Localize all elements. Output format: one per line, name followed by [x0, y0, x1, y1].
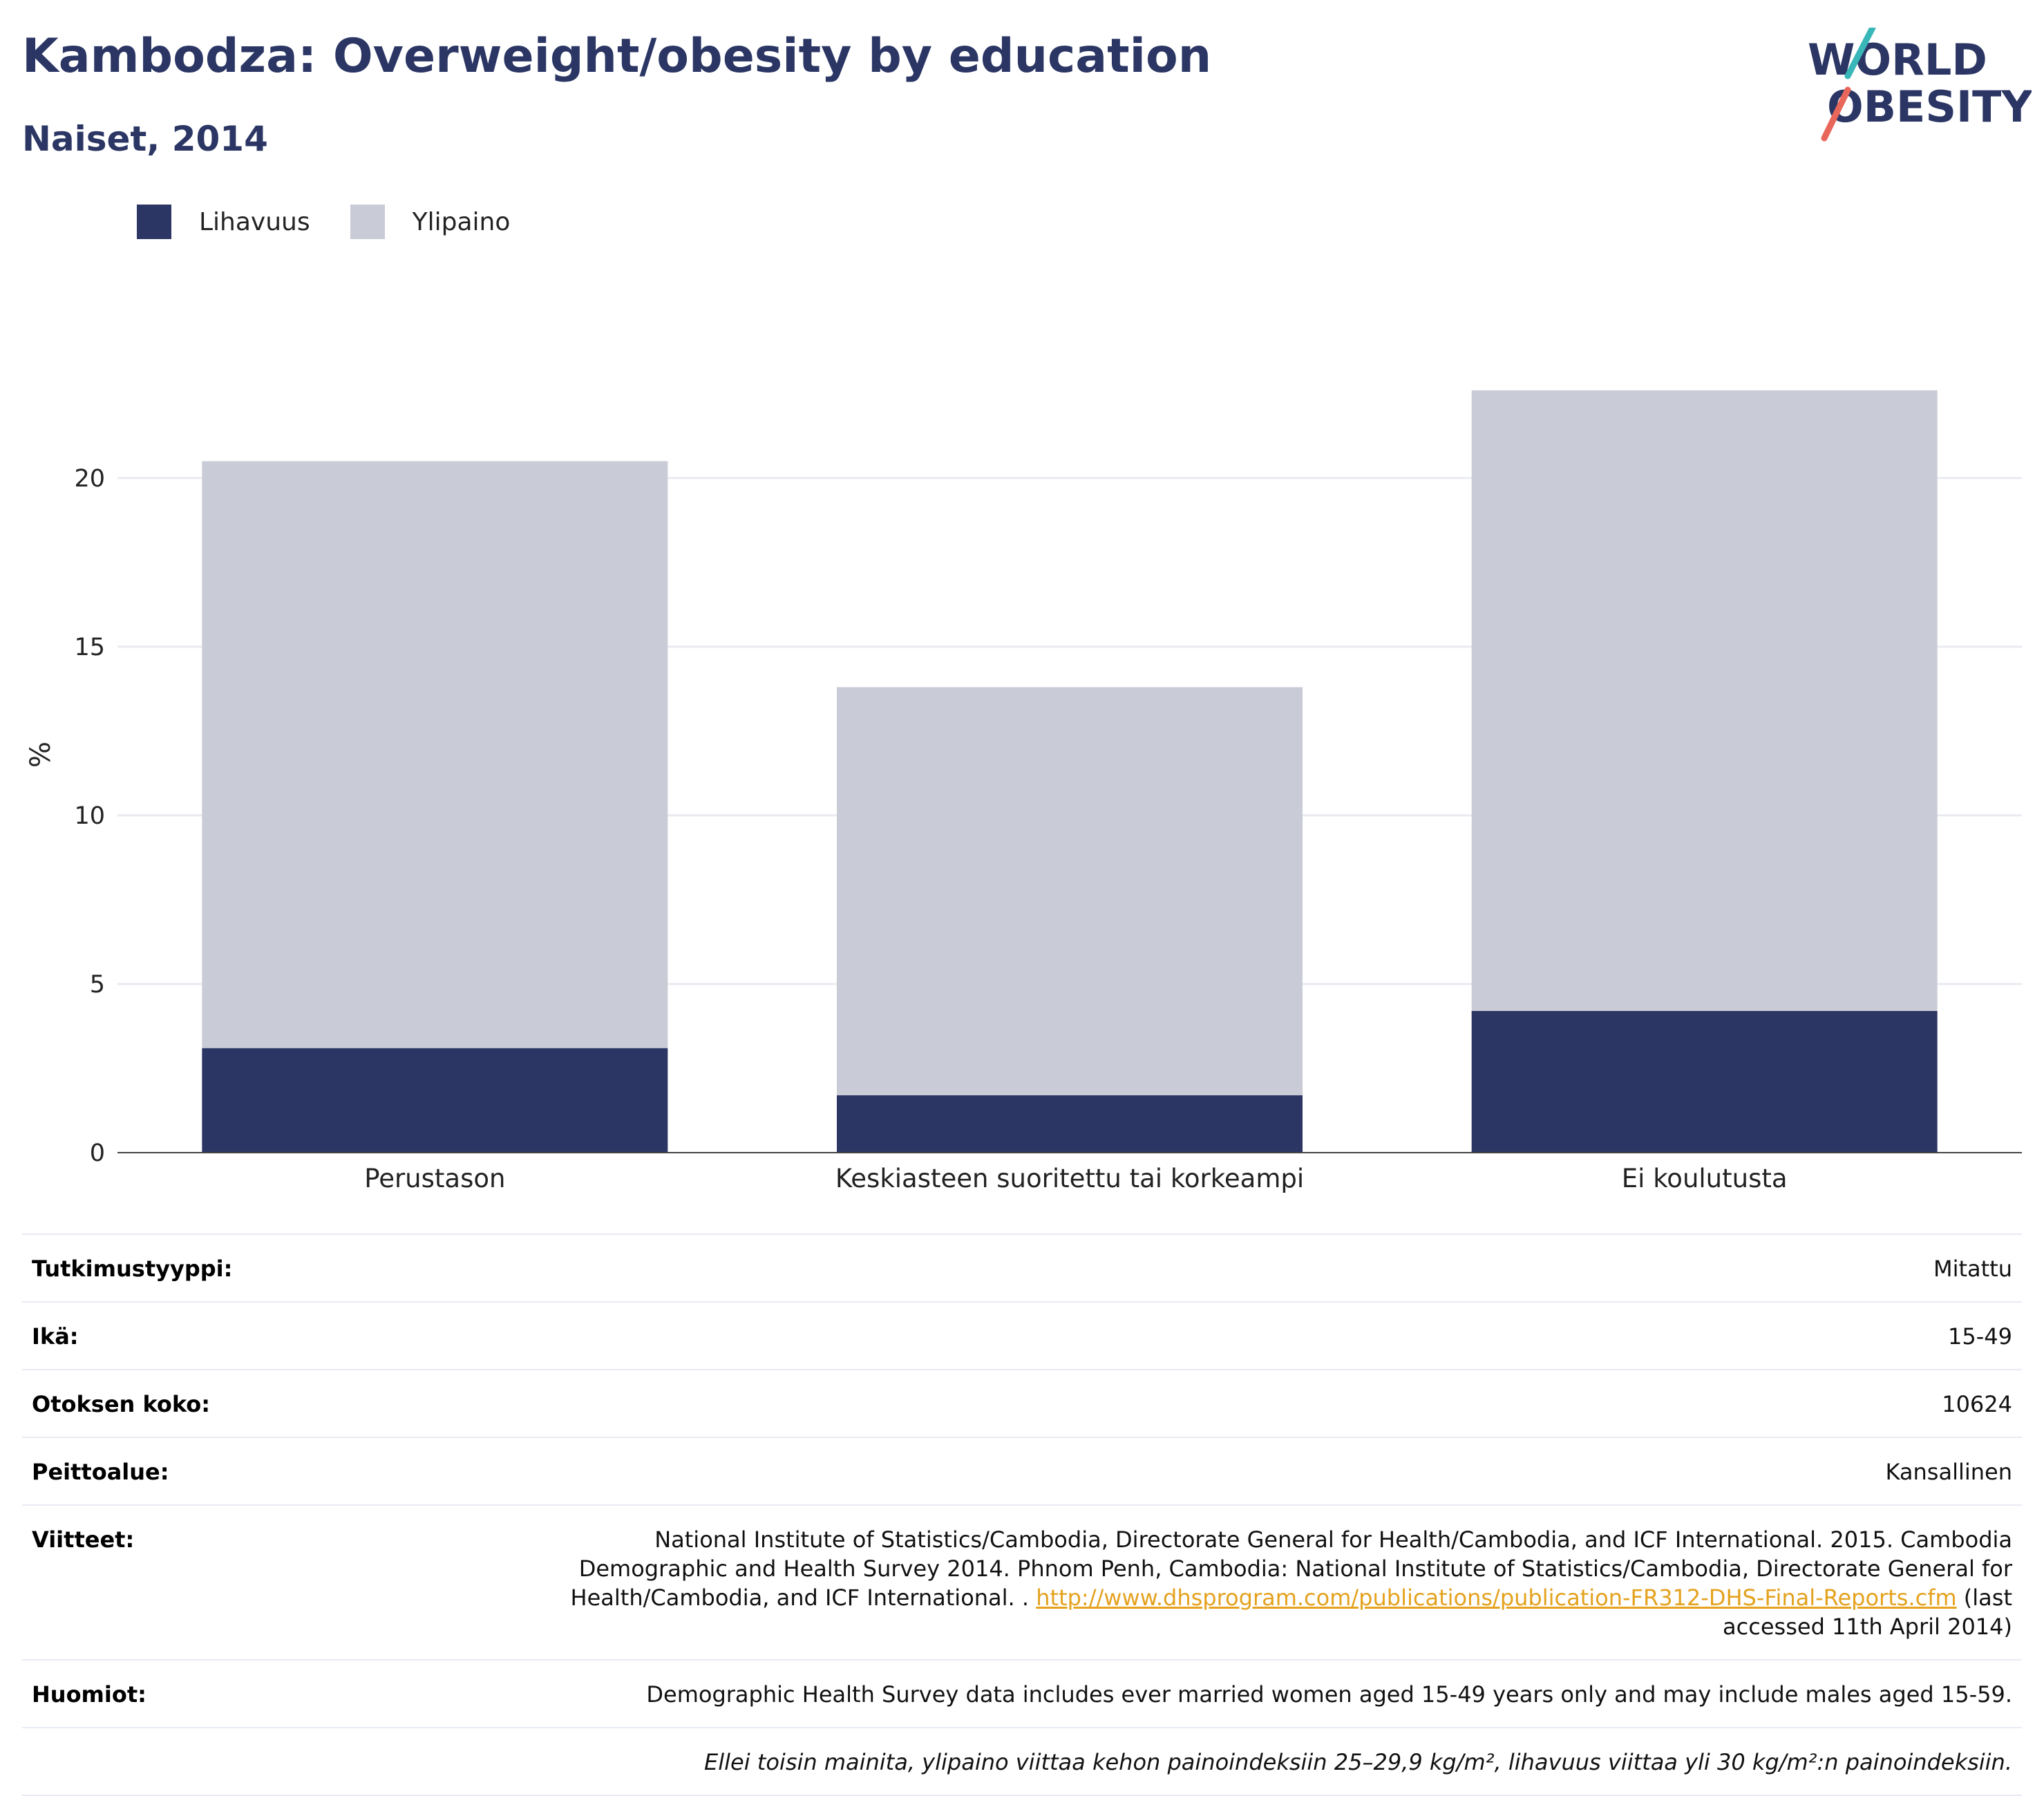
logo-accent-teal [1844, 28, 1876, 79]
meta-key: Peittoalue: [32, 1459, 169, 1485]
meta-row-sample-size: Otoksen koko: 10624 [22, 1369, 2022, 1437]
y-tick-label: 5 [90, 971, 105, 999]
x-category-label: Keskiasteen suoritettu tai korkeampi [835, 1164, 1304, 1193]
logo-line2: OBESITY [1827, 82, 2032, 132]
bar-ylipaino-2[interactable] [1471, 390, 1938, 1011]
y-tick-label: 20 [74, 465, 105, 493]
meta-row-coverage: Peittoalue: Kansallinen [22, 1437, 2022, 1504]
meta-row-footnote: Ellei toisin mainita, ylipaino viittaa k… [22, 1727, 2022, 1796]
bar-ylipaino-0[interactable] [202, 461, 668, 1048]
meta-row-study-type: Tutkimustyyppi: Mitattu [22, 1233, 2022, 1301]
y-axis-ticks: 0 5 10 15 20 [74, 465, 105, 1167]
meta-row-notes: Huomiot: Demographic Health Survey data … [22, 1659, 2022, 1727]
legend-swatch-lihavuus [137, 205, 171, 239]
x-axis-labels: Perustason Keskiasteen suoritettu tai kor… [364, 1164, 1787, 1193]
y-tick-label: 0 [90, 1140, 105, 1167]
meta-key: Tutkimustyyppi: [32, 1256, 233, 1282]
meta-key: Otoksen koko: [32, 1391, 211, 1417]
y-tick-label: 10 [74, 802, 105, 830]
metadata-table: Tutkimustyyppi: Mitattu Ikä: 15-49 Otoks… [22, 1233, 2022, 1796]
meta-value: 10624 [1942, 1391, 2012, 1417]
reference-text-after: (last accessed 11th April 2014) [1723, 1585, 2012, 1640]
bar-lihavuus-1[interactable] [837, 1095, 1303, 1153]
legend-item-ylipaino[interactable]: Ylipaino [350, 205, 511, 239]
chart-legend: Lihavuus Ylipaino [137, 205, 550, 239]
meta-value: 15-49 [1948, 1323, 2012, 1350]
page-title: Kambodza: Overweight/obesity by educatio… [22, 29, 1212, 84]
page-subtitle: Naiset, 2014 [22, 119, 268, 159]
stacked-bar-chart: 0 5 10 15 20 Perustason Keskiasteen suoritett… [25, 390, 2022, 1193]
meta-key: Viitteet: [32, 1526, 135, 1553]
reference-link[interactable]: http://www.dhsprogram.com/publications/p… [1036, 1585, 1957, 1611]
world-obesity-logo: WORLD OBESITY [1808, 28, 2032, 142]
logo-accent-red [1821, 86, 1851, 142]
meta-value: Demographic Health Survey data includes … [646, 1681, 2012, 1708]
bars [202, 390, 1938, 1153]
legend-label-lihavuus: Lihavuus [199, 207, 310, 236]
x-category-label: Perustason [364, 1164, 505, 1193]
bar-ylipaino-1[interactable] [837, 687, 1303, 1096]
reference-text: National Institute of Statistics/Cambodi… [570, 1526, 2012, 1611]
y-axis-label: % [25, 741, 57, 768]
meta-value-references: National Institute of Statistics/Cambodi… [520, 1525, 2012, 1641]
x-category-label: Ei koulutusta [1622, 1164, 1788, 1193]
legend-label-ylipaino: Ylipaino [412, 207, 511, 236]
y-tick-label: 15 [74, 634, 105, 661]
meta-key: Huomiot: [32, 1681, 146, 1708]
bar-lihavuus-2[interactable] [1471, 1010, 1938, 1153]
meta-row-age: Ikä: 15-49 [22, 1301, 2022, 1369]
meta-row-references: Viitteet: National Institute of Statisti… [22, 1504, 2022, 1659]
legend-item-lihavuus[interactable]: Lihavuus [137, 205, 310, 239]
meta-key: Ikä: [32, 1323, 79, 1350]
logo-line1: WORLD [1808, 35, 1987, 85]
meta-value: Kansallinen [1885, 1459, 2012, 1485]
bar-lihavuus-0[interactable] [202, 1048, 668, 1153]
meta-value: Mitattu [1933, 1256, 2012, 1282]
footnote: Ellei toisin mainita, ylipaino viittaa k… [704, 1749, 2012, 1775]
legend-swatch-ylipaino [350, 205, 385, 239]
